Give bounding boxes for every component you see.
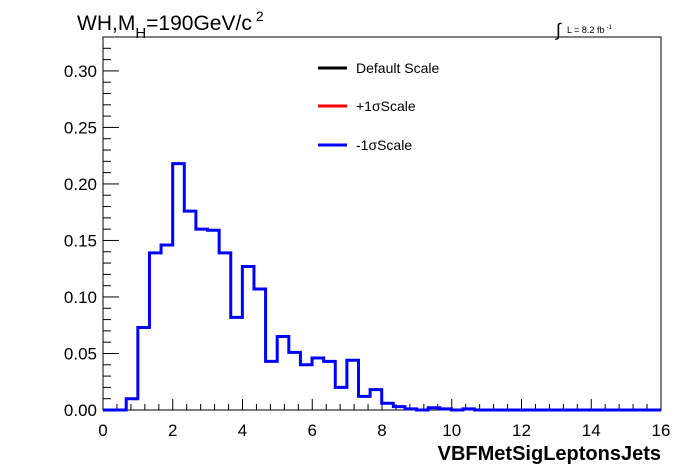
y-tick-label: 0.05 — [64, 344, 97, 363]
legend: Default Scale +1σScale -1σScale — [318, 60, 439, 153]
legend-label-default: Default Scale — [356, 60, 439, 76]
histogram-series-line — [103, 162, 661, 412]
x-axis-label: VBFMetSigLeptonsJets — [438, 443, 661, 465]
x-tick-label: 8 — [377, 421, 386, 440]
y-tick-label: 0.15 — [64, 231, 97, 250]
x-tick-label: 16 — [652, 421, 671, 440]
y-tick-label: 0.00 — [64, 401, 97, 420]
x-tick-label: 14 — [582, 421, 601, 440]
y-tick-label: 0.20 — [64, 175, 97, 194]
lumi-label: L = 8.2 fb -1 — [567, 25, 612, 35]
lumi-integral-sign: ∫ — [554, 20, 562, 40]
series-layer — [103, 162, 661, 412]
y-tick-label: 0.10 — [64, 288, 97, 307]
x-tick-label: 6 — [308, 421, 317, 440]
y-tick-label: 0.25 — [64, 118, 97, 137]
x-tick-label: 0 — [98, 421, 107, 440]
plot-frame — [102, 36, 662, 411]
x-axis: 0 2 4 6 8 10 12 14 16 — [98, 399, 670, 440]
x-tick-label: 2 — [168, 421, 177, 440]
x-tick-label: 4 — [238, 421, 247, 440]
x-tick-label: 10 — [442, 421, 461, 440]
y-tick-label: 0.30 — [64, 62, 97, 81]
legend-label-minus1sigma: -1σScale — [356, 137, 412, 153]
chart-title: WH,MH=190GeV/c 2 — [77, 8, 264, 42]
x-tick-label: 12 — [512, 421, 531, 440]
y-axis: 0.00 0.05 0.10 0.15 0.20 0.25 0.30 — [64, 47, 119, 420]
legend-label-plus1sigma: +1σScale — [356, 98, 416, 114]
